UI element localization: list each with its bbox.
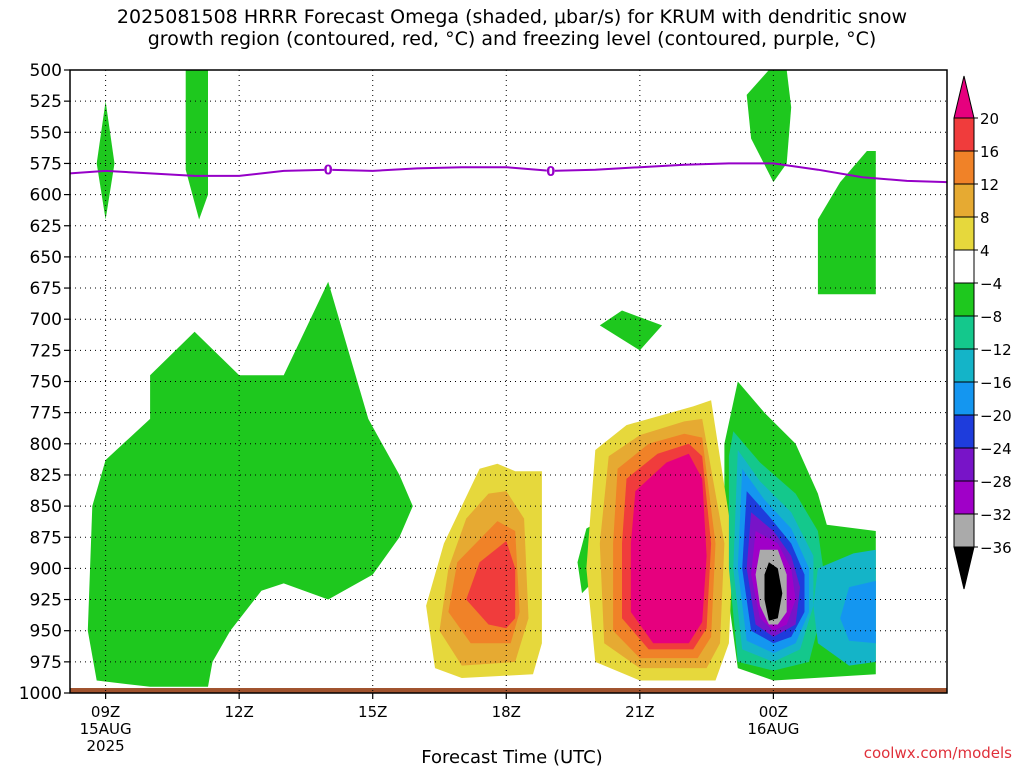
ground-surface	[70, 688, 947, 693]
y-tick-label: 700	[30, 310, 62, 330]
colorbar-top-arrow	[953, 75, 975, 119]
colorbar-segment	[953, 348, 975, 383]
y-tick-label: 850	[30, 497, 62, 517]
credit-link[interactable]: coolwx.com/models	[863, 744, 1012, 762]
colorbar-bottom-arrow	[953, 546, 975, 590]
y-tick-label: 775	[30, 404, 62, 424]
colorbar-segment	[953, 414, 975, 449]
colorbar-label: −32	[980, 506, 1012, 524]
title-line-1: 2025081508 HRRR Forecast Omega (shaded, …	[116, 6, 908, 28]
grid-lines	[70, 70, 947, 693]
colorbar-label: −28	[980, 473, 1012, 491]
colorbar-label: 16	[980, 143, 999, 161]
y-tick-label: 750	[30, 373, 62, 393]
x-tick-year: 2025	[87, 737, 125, 755]
x-tick-date: 15AUG	[80, 720, 132, 738]
colorbar-label: −36	[980, 539, 1012, 557]
colorbar-segment	[953, 117, 975, 152]
x-tick-date: 16AUG	[747, 720, 799, 738]
title-line-2: growth region (contoured, red, °C) and f…	[147, 28, 877, 50]
y-tick-label: 625	[30, 217, 62, 237]
colorbar-label: −4	[980, 275, 1002, 293]
colorbar-label: 4	[980, 242, 990, 260]
x-tick-label: 09Z	[91, 703, 120, 721]
x-tick-label: 15Z	[358, 703, 387, 721]
colorbar-segment	[953, 282, 975, 317]
y-tick-label: 575	[30, 154, 62, 174]
omega-region-green	[817, 151, 876, 295]
y-tick-label: 550	[30, 123, 62, 143]
x-tick-label: 21Z	[625, 703, 654, 721]
y-tick-label: 525	[30, 92, 62, 112]
y-tick-label: 975	[30, 653, 62, 673]
freezing-level-label: 0	[546, 165, 555, 180]
chart-title: 2025081508 HRRR Forecast Omega (shaded, …	[0, 6, 1024, 50]
colorbar-segment	[953, 216, 975, 251]
y-tick-label: 875	[30, 528, 62, 548]
colorbar-segment	[953, 381, 975, 416]
x-axis-label: Forecast Time (UTC)	[421, 747, 603, 768]
freezing-level-label: 0	[324, 164, 333, 179]
x-tick-label: 18Z	[492, 703, 521, 721]
x-tick-label: 12Z	[224, 703, 253, 721]
colorbar-segment	[953, 447, 975, 482]
colorbar-label: −20	[980, 407, 1012, 425]
colorbar-segment	[953, 315, 975, 350]
omega-region-red	[466, 541, 516, 629]
colorbar-label: 20	[980, 110, 999, 128]
colorbar-segment	[953, 249, 975, 284]
y-tick-label: 950	[30, 622, 62, 642]
omega-region-green	[746, 70, 792, 183]
colorbar-label: −12	[980, 341, 1012, 359]
y-tick-label: 900	[30, 559, 62, 579]
y-tick-label: 650	[30, 248, 62, 268]
colorbar-label: 8	[980, 209, 990, 227]
y-tick-label: 675	[30, 279, 62, 299]
x-tick-label: 00Z	[759, 703, 788, 721]
freezing-level-label-bg	[324, 162, 333, 176]
colorbar-label: −16	[980, 374, 1012, 392]
y-tick-label: 500	[30, 61, 62, 81]
y-tick-label: 1000	[19, 684, 62, 704]
y-axis: 500 525 550 575 600 625 650 675 700 725 750 775 800 8…	[19, 61, 70, 704]
omega-region-green	[599, 310, 663, 351]
colorbar-label: 12	[980, 176, 999, 194]
y-tick-label: 600	[30, 186, 62, 206]
y-tick-label: 925	[30, 591, 62, 611]
colorbar-segment	[953, 183, 975, 218]
y-tick-label: 800	[30, 435, 62, 455]
colorbar-label: −8	[980, 308, 1002, 326]
y-tick-label: 825	[30, 466, 62, 486]
omega-region-green	[87, 281, 413, 687]
colorbar-segment	[953, 513, 975, 548]
y-tick-label: 725	[30, 341, 62, 361]
colorbar-label: −24	[980, 440, 1012, 458]
omega-region-magenta	[630, 453, 707, 644]
omega-region-black	[764, 562, 783, 621]
omega-shading	[70, 70, 947, 693]
colorbar: 20 16 12 8 4 −4 −8 −12 −16 −20 −24 −28 −32 −36	[953, 75, 1012, 590]
freezing-level-line	[70, 162, 947, 184]
omega-region-green	[185, 70, 208, 220]
colorbar-segment	[953, 480, 975, 515]
colorbar-segment	[953, 150, 975, 185]
omega-region-blue-light	[840, 580, 876, 644]
freezing-level-label-bg	[546, 163, 555, 177]
